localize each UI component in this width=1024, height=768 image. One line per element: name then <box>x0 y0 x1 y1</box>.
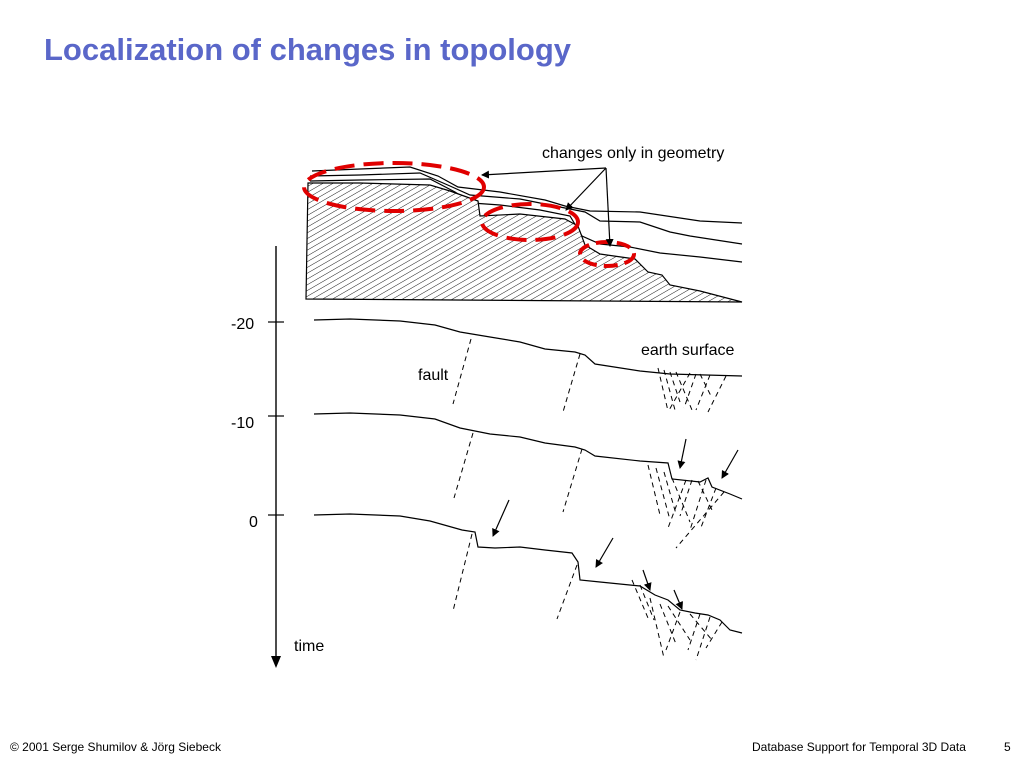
upper-surface-line-1 <box>311 166 743 224</box>
change-arrows <box>677 438 739 479</box>
hatched-block <box>305 182 743 303</box>
down-arrow <box>721 449 739 479</box>
footer-page-number: 5 <box>1004 740 1011 754</box>
time-axis: -20 -10 0 time <box>231 246 324 668</box>
earth-surface-line <box>313 318 743 377</box>
time-axis-label: time <box>294 638 324 655</box>
callout-label: changes only in geometry <box>542 145 724 162</box>
footer-copyright: © 2001 Serge Shumilov & Jörg Siebeck <box>10 740 221 754</box>
fault-lines <box>452 533 723 661</box>
callout-arrow-3 <box>605 167 614 247</box>
fault-lines <box>453 432 725 549</box>
change-arrows <box>492 499 683 610</box>
earth-surface-label: earth surface <box>641 342 734 359</box>
profile-t-0 <box>313 499 743 661</box>
callout-arrow-2 <box>565 167 607 211</box>
fault-label: fault <box>418 367 449 384</box>
earth-surface-line <box>313 513 743 634</box>
callout-arrow-1 <box>481 167 607 179</box>
tick-label: -10 <box>231 415 254 432</box>
down-arrow <box>492 499 510 537</box>
time-axis-arrowhead <box>271 656 281 668</box>
stacked-surfaces <box>305 166 743 303</box>
earth-surface-line <box>313 412 743 500</box>
upper-surface-line-3 <box>309 178 743 263</box>
footer-course-title: Database Support for Temporal 3D Data <box>752 740 966 754</box>
callout-arrows <box>481 167 614 247</box>
down-arrow <box>677 438 687 469</box>
slide-title: Localization of changes in topology <box>44 32 572 67</box>
highlight-ellipse-1 <box>302 161 486 213</box>
tick-label: 0 <box>249 514 258 531</box>
down-arrow <box>642 569 652 591</box>
tick-label: -20 <box>231 316 254 333</box>
down-arrow <box>595 537 614 568</box>
profile-t-20: earth surface fault <box>313 318 743 413</box>
profile-t-10 <box>313 412 743 549</box>
down-arrow <box>673 589 683 610</box>
fault-lines <box>452 338 727 413</box>
highlight-ellipse-2 <box>480 202 580 242</box>
